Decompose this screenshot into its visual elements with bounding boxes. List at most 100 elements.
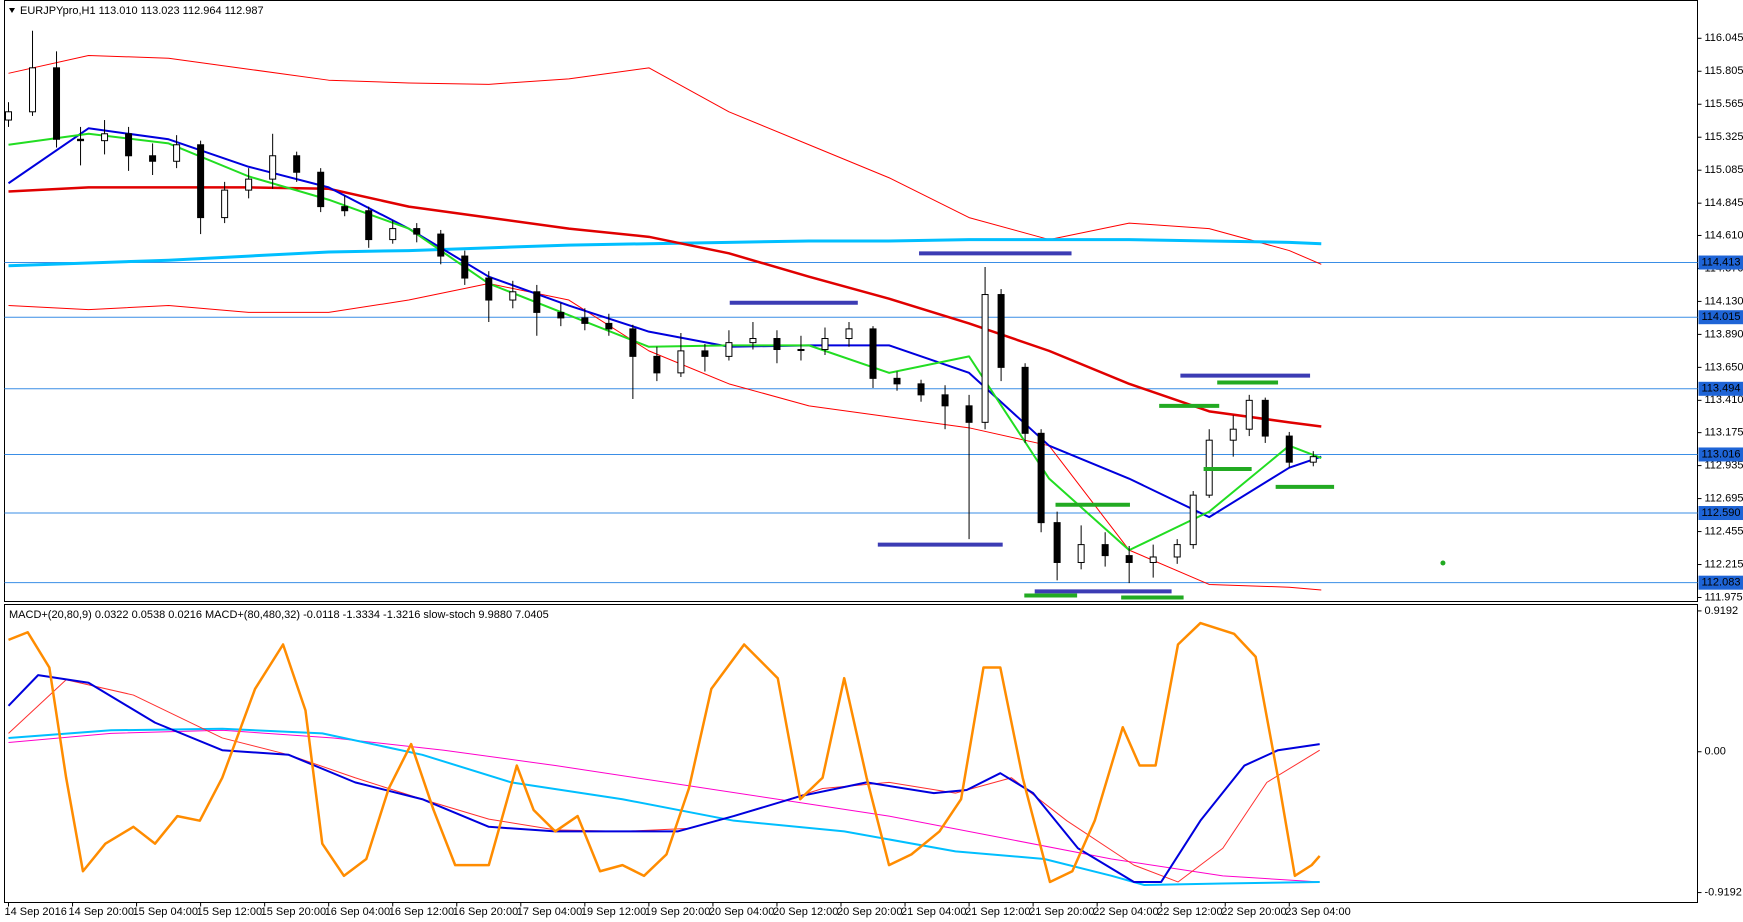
indicator-line <box>8 186 1322 428</box>
y-tick-label: 114.610 <box>1705 229 1743 241</box>
candle-body <box>1037 432 1045 524</box>
candle-body <box>1125 555 1133 563</box>
candle-body <box>149 155 157 162</box>
y-tick-label: 116.045 <box>1705 32 1743 44</box>
candle-body <box>605 322 613 330</box>
indicator-line <box>8 132 1322 552</box>
candle-body <box>317 171 325 208</box>
candle-body <box>1285 435 1293 463</box>
y-tick-label: 113.650 <box>1705 361 1743 373</box>
x-tick-label: 21 Sep 20:00 <box>1029 906 1094 918</box>
level-label-bg <box>1698 255 1743 270</box>
candle-body <box>365 210 373 241</box>
indicator-line <box>8 54 1322 265</box>
candle-body <box>413 228 421 235</box>
candle-body <box>997 294 1005 368</box>
level-label: 114.015 <box>1702 311 1741 323</box>
candle-body <box>581 317 589 324</box>
y-tick-label: 112.695 <box>1705 492 1743 504</box>
candle-body <box>341 206 349 212</box>
level-label-bg <box>1698 310 1743 325</box>
candle-body <box>485 277 493 301</box>
x-tick-label: 22 Sep 04:00 <box>1093 906 1158 918</box>
candle-body <box>389 228 397 241</box>
y-tick-label: -0.9192 <box>1705 886 1742 898</box>
candle-body <box>917 383 925 396</box>
candle-body <box>557 311 565 319</box>
candle-body <box>653 355 661 374</box>
candle-body <box>869 328 877 379</box>
candle-body <box>749 338 757 344</box>
y-tick-label: 115.565 <box>1705 98 1743 110</box>
y-tick-label: 113.410 <box>1705 394 1743 406</box>
candle-body <box>845 328 853 340</box>
candle-body <box>965 405 973 423</box>
candle-body <box>1261 399 1269 437</box>
candle-body <box>437 233 445 257</box>
candle-body <box>821 338 829 351</box>
y-tick-label: 0.00 <box>1705 746 1726 758</box>
y-tick-label: 0.9192 <box>1705 605 1739 617</box>
candle-body <box>245 178 253 191</box>
indicator-line <box>7 127 1322 519</box>
x-tick-label: 22 Sep 20:00 <box>1221 906 1286 918</box>
candle-body <box>509 291 517 301</box>
y-tick-label: 112.215 <box>1705 558 1743 570</box>
x-tick-label: 16 Sep 12:00 <box>389 906 454 918</box>
x-tick-label: 21 Sep 04:00 <box>901 906 966 918</box>
indicator-line <box>8 238 1322 268</box>
candle-body <box>269 155 277 180</box>
candle-body <box>221 189 229 219</box>
candle-body <box>1245 399 1253 430</box>
y-tick-label: 112.455 <box>1705 525 1743 537</box>
level-label-bg <box>1698 575 1743 590</box>
candle-body <box>941 394 949 407</box>
candle-body <box>797 349 805 352</box>
candle-body <box>125 133 133 157</box>
x-tick-label: 20 Sep 12:00 <box>773 906 838 918</box>
x-tick-label: 21 Sep 12:00 <box>965 906 1030 918</box>
candle-body <box>1053 522 1061 563</box>
x-tick-label: 22 Sep 12:00 <box>1157 906 1222 918</box>
candle-body <box>53 67 61 140</box>
candle-body <box>1101 544 1109 557</box>
indicator-line <box>8 729 1320 883</box>
y-tick-label: 113.175 <box>1705 427 1743 439</box>
x-tick-label: 14 Sep 2016 <box>5 906 67 918</box>
y-tick-label: 113.890 <box>1705 328 1743 340</box>
x-tick-label: 15 Sep 04:00 <box>133 906 198 918</box>
y-tick-label: 111.975 <box>1705 591 1743 603</box>
candle-body <box>773 338 781 351</box>
y-tick-label: 114.130 <box>1705 295 1743 307</box>
candle-body <box>5 111 13 121</box>
x-tick-label: 19 Sep 20:00 <box>645 906 710 918</box>
candle-body <box>1077 544 1085 563</box>
y-tick-label: 115.325 <box>1705 131 1743 143</box>
level-label: 114.413 <box>1702 256 1741 268</box>
candle-body <box>1021 366 1029 434</box>
candle-body <box>533 291 541 313</box>
level-label: 113.016 <box>1702 448 1741 460</box>
level-label-bg <box>1698 447 1743 462</box>
indicator-line <box>8 621 1321 884</box>
candle-body <box>293 155 301 173</box>
level-label: 113.494 <box>1702 383 1741 395</box>
candle-body <box>101 133 109 142</box>
y-tick-label: 114.845 <box>1705 197 1743 209</box>
candle-body <box>173 144 181 162</box>
level-label-bg <box>1698 381 1743 396</box>
y-tick-label: 112.935 <box>1705 460 1743 472</box>
candle-body <box>29 67 37 113</box>
x-tick-label: 20 Sep 04:00 <box>709 906 774 918</box>
y-tick-label: 115.805 <box>1705 65 1743 77</box>
indicator-line <box>8 283 1322 591</box>
indicator-title: MACD+(20,80,9) 0.0322 0.0538 0.0216 MACD… <box>9 609 549 621</box>
symbol-menu-arrow[interactable] <box>9 8 15 13</box>
chart-title: EURJPYpro,H1 113.010 113.023 112.964 112… <box>20 5 264 17</box>
x-tick-label: 14 Sep 20:00 <box>69 906 134 918</box>
candle-body <box>1173 544 1181 558</box>
candle-body <box>725 342 733 357</box>
level-label: 112.083 <box>1702 577 1741 589</box>
